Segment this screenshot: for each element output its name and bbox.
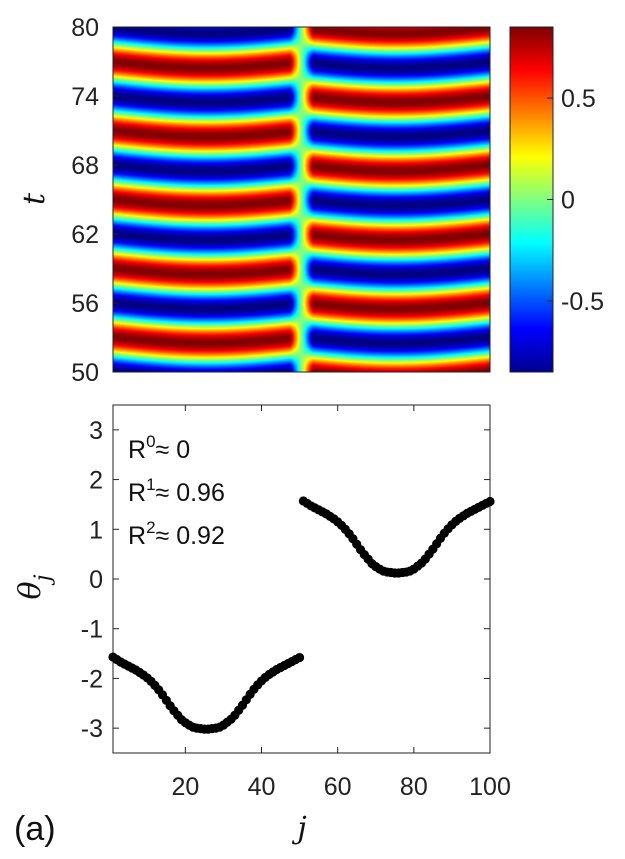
scatter-ytick-label: -3 (81, 715, 103, 743)
annotation-superscript: 1 (146, 475, 155, 494)
annotation-r2: R2≈ 0.92 (128, 518, 225, 550)
heatmap-ytick-label: 74 (71, 83, 99, 111)
scatter-xtick-label: 40 (248, 773, 276, 801)
heatmap-y-axis-label: t (17, 192, 52, 205)
heatmap-ytick-label: 80 (71, 14, 99, 42)
scatter-ytick-label: -2 (81, 665, 103, 693)
heatmap-panel: 50 56 62 68 74 80 t (17, 14, 491, 387)
annotation-superscript: 0 (146, 432, 155, 451)
scatter-y-axis-label-subscript: j (31, 574, 56, 586)
scatter-xtick-label: 60 (324, 773, 352, 801)
annotation-value: ≈ 0.92 (156, 522, 225, 550)
heatmap-ytick-label: 62 (71, 221, 99, 249)
heatmap-image (113, 27, 490, 372)
heatmap-ytick-label: 50 (71, 359, 99, 387)
scatter-ytick-label: 3 (89, 417, 103, 445)
scatter-series-theta (108, 496, 495, 734)
heatmap-ytick-label: 56 (71, 290, 99, 318)
annotation-r1: R1≈ 0.96 (128, 475, 225, 507)
scatter-x-axis-label: j (291, 811, 306, 846)
annotation-base: R (128, 479, 146, 507)
scatter-y-axis-label: θj (13, 574, 56, 599)
colorbar-gradient (509, 26, 554, 373)
colorbar: -0.5 0 0.5 (509, 26, 604, 373)
scatter-ytick-label: 2 (89, 467, 103, 495)
annotation-r0: R0≈ 0 (128, 432, 190, 464)
scatter-point (485, 496, 495, 507)
colorbar-tick-label: -0.5 (561, 288, 604, 316)
annotation-value: ≈ 0.96 (156, 479, 225, 507)
colorbar-tick-label: 0.5 (561, 85, 596, 113)
scatter-point (294, 652, 305, 663)
scatter-xtick-label: 100 (469, 773, 511, 801)
colorbar-ticks: -0.5 0 0.5 (547, 85, 604, 316)
scatter-xtick-label: 80 (400, 773, 428, 801)
scatter-xtick-label: 20 (171, 773, 199, 801)
scatter-ytick-label: 1 (89, 516, 103, 544)
annotation-superscript: 2 (146, 518, 155, 537)
heatmap-ytick-label: 68 (71, 152, 99, 180)
panel-label: (a) (14, 810, 56, 848)
annotation-base: R (128, 522, 146, 550)
annotation-base: R (128, 436, 146, 464)
scatter-ytick-label: -1 (81, 616, 103, 644)
scatter-ytick-label: 0 (89, 566, 103, 594)
annotation-value: ≈ 0 (156, 436, 191, 464)
heatmap-canvas-wrap (113, 27, 490, 372)
heatmap-y-axis: 50 56 62 68 74 80 (71, 14, 490, 387)
heatmap-frame (112, 26, 491, 373)
colorbar-tick-label: 0 (561, 187, 575, 215)
